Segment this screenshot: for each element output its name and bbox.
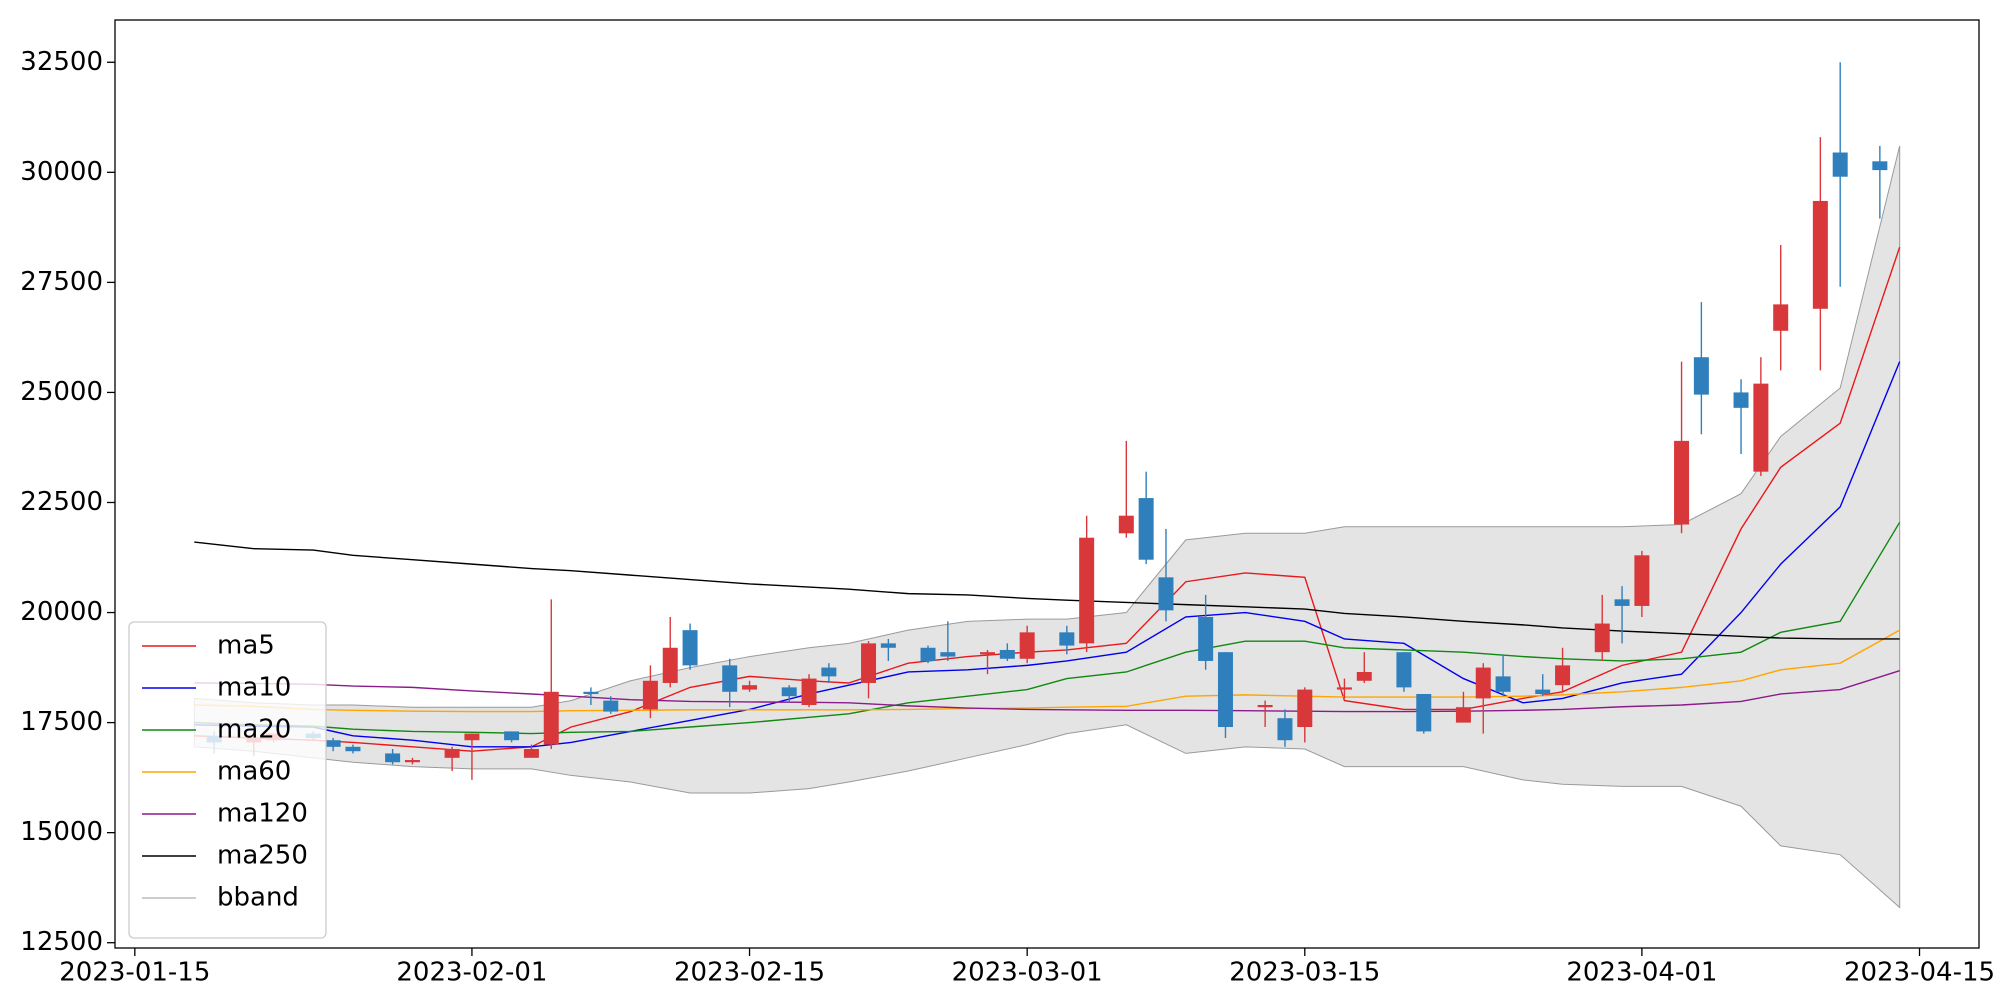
legend-label: ma250 (217, 841, 308, 871)
candle-body (1019, 632, 1035, 659)
axis-layer: 12500 15000 17500 20000 22500 25000 27500 30000… (20, 47, 1995, 988)
candle-body (722, 665, 738, 692)
candle-body (385, 753, 401, 763)
ma-line (194, 521, 1901, 735)
candle-body (1455, 707, 1471, 723)
ma-line (194, 669, 1900, 713)
candle-body (603, 700, 619, 712)
y-tick-label: 12500 (20, 927, 103, 957)
legend-label: ma20 (217, 715, 291, 745)
legend-label: ma5 (217, 631, 275, 661)
legend-label: ma10 (217, 673, 291, 703)
x-tick-label: 2023-04-01 (1566, 958, 1717, 988)
candle-body (1674, 440, 1690, 525)
candle-body (980, 652, 996, 655)
x-tick-label: 2023-03-01 (952, 958, 1103, 988)
candle-body (1059, 632, 1075, 646)
bollinger-band (193, 145, 1901, 909)
candle-body (1416, 693, 1432, 732)
candle-body (642, 680, 658, 710)
ma-line (194, 629, 1901, 713)
candle-body (1396, 652, 1412, 688)
candle-body (1614, 599, 1630, 606)
candle-body (801, 678, 817, 705)
candle-body (999, 649, 1015, 659)
y-tick-label: 20000 (20, 597, 103, 627)
x-tick-label: 2023-01-15 (59, 958, 210, 988)
candle-body (1336, 687, 1352, 690)
candle-body (345, 746, 361, 752)
ma-line (194, 361, 1901, 748)
candle-body (940, 652, 956, 657)
y-tick-label: 17500 (20, 707, 103, 737)
candle-body (1118, 515, 1134, 534)
legend: ma5 ma10 ma20 ma60 ma120 ma250 bband (128, 621, 327, 939)
ma-line (194, 541, 1900, 640)
candle-body (1535, 689, 1551, 694)
legend-label: ma60 (217, 757, 291, 787)
candle-body (1217, 652, 1233, 728)
candle-body (1495, 676, 1511, 692)
candle-body (1693, 357, 1709, 395)
candle-body (662, 647, 678, 683)
candle-body (325, 740, 341, 747)
x-tick-label: 2023-04-15 (1844, 958, 1995, 988)
candle-body (1812, 200, 1828, 309)
legend-label: bband (217, 883, 299, 913)
candle-body (1872, 161, 1888, 171)
candle-body (1555, 665, 1571, 686)
candle-body (444, 749, 460, 758)
y-tick-label: 22500 (20, 487, 103, 517)
candle-body (1356, 671, 1372, 681)
x-tick-label: 2023-02-01 (396, 958, 547, 988)
candle-body (1733, 392, 1749, 408)
legend-box (128, 621, 327, 939)
candle-body (1079, 537, 1095, 644)
candle-body (920, 647, 936, 661)
candle-body (1773, 304, 1789, 331)
candle-body (1198, 616, 1214, 661)
band-layer (193, 145, 1901, 909)
candle-body (1594, 623, 1610, 653)
candle-body (464, 733, 480, 741)
candle-body (1297, 689, 1313, 728)
candle-layer (206, 62, 1888, 780)
candle-body (523, 749, 539, 758)
candle-body (682, 630, 698, 666)
candle-body (1832, 152, 1848, 177)
y-tick-label: 27500 (20, 267, 103, 297)
candle-body (781, 687, 797, 697)
candle-body (821, 667, 837, 677)
y-tick-label: 32500 (20, 47, 103, 77)
candle-body (1277, 718, 1293, 741)
candle-body (543, 691, 559, 745)
candle-body (1138, 498, 1154, 560)
plot-frame (114, 19, 1980, 949)
candle-body (504, 731, 520, 741)
y-tick-label: 15000 (20, 817, 103, 847)
ma-line (194, 246, 1901, 752)
x-tick-label: 2023-03-15 (1229, 958, 1380, 988)
line-layer (194, 246, 1901, 752)
candle-body (1158, 577, 1174, 611)
candle-body (1475, 667, 1491, 699)
legend-label: ma120 (217, 799, 308, 829)
candle-body (583, 691, 599, 694)
candle-body (1257, 704, 1273, 708)
candle-body (861, 643, 877, 683)
candle-body (1634, 555, 1650, 606)
y-tick-label: 25000 (20, 377, 103, 407)
candle-body (880, 643, 896, 648)
x-tick-label: 2023-02-15 (674, 958, 825, 988)
candle-body (404, 760, 420, 763)
y-tick-label: 30000 (20, 157, 103, 187)
candle-body (742, 685, 758, 690)
candle-body (1753, 383, 1769, 472)
